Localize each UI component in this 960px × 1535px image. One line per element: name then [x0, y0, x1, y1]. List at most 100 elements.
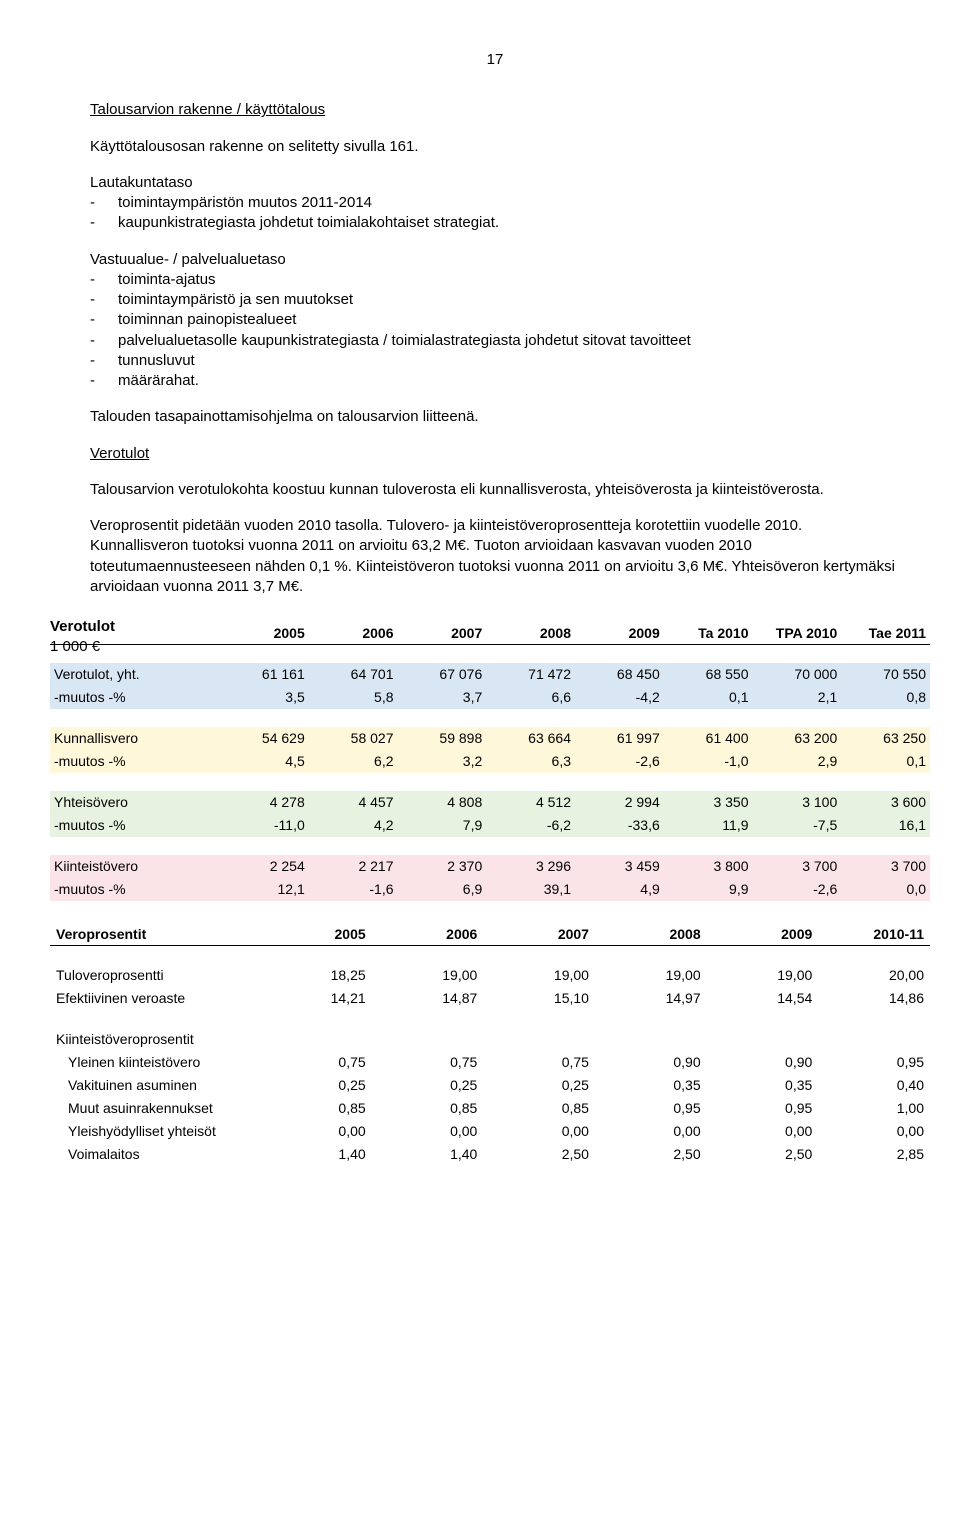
list-item: -palvelualuetasolle kaupunkistrategiasta…: [90, 331, 900, 351]
paragraph-1: Käyttötalousosan rakenne on selitetty si…: [90, 137, 900, 157]
cell: 1,40: [372, 1143, 484, 1166]
cell: 54 629: [220, 727, 309, 750]
cell: 0,25: [483, 1074, 595, 1097]
dash-icon: -: [90, 331, 118, 351]
table-row: -muutos -%-11,04,27,9-6,2-33,611,9-7,516…: [50, 814, 930, 837]
cell: 15,10: [483, 987, 595, 1010]
row-label: Verotulot, yht.: [50, 663, 220, 686]
row-label: Kunnallisvero: [50, 727, 220, 750]
table-header: 2006: [372, 923, 484, 946]
cell: 2,50: [483, 1143, 595, 1166]
cell: 68 550: [664, 663, 753, 686]
cell: 0,75: [260, 1051, 372, 1074]
vastuualue-block: Vastuualue- / palvelualuetaso -toiminta-…: [90, 250, 900, 392]
cell: -4,2: [575, 686, 664, 709]
group-label: Kiinteistöveroprosentit: [50, 1028, 930, 1051]
cell: 1,00: [818, 1097, 930, 1120]
cell: 3 800: [664, 855, 753, 878]
dash-icon: -: [90, 213, 118, 233]
cell: 3,2: [398, 750, 487, 773]
cell: 6,6: [486, 686, 575, 709]
cell: 0,40: [818, 1074, 930, 1097]
dash-icon: -: [90, 351, 118, 371]
cell: -7,5: [753, 814, 842, 837]
cell: 70 000: [753, 663, 842, 686]
list-item: -tunnusluvut: [90, 351, 900, 371]
table-row: Kiinteistövero2 2542 2172 3703 2963 4593…: [50, 855, 930, 878]
paragraph-4: Talouden tasapainottamisohjelma on talou…: [90, 407, 900, 427]
cell: 2 254: [220, 855, 309, 878]
table-row: Muut asuinrakennukset0,850,850,850,950,9…: [50, 1097, 930, 1120]
table-header: 2009: [707, 923, 819, 946]
cell: -2,6: [575, 750, 664, 773]
row-label: Muut asuinrakennukset: [50, 1097, 260, 1120]
cell: 0,85: [483, 1097, 595, 1120]
cell: 4 278: [220, 791, 309, 814]
table-row: Vakituinen asuminen0,250,250,250,350,350…: [50, 1074, 930, 1097]
cell: 12,1: [220, 878, 309, 901]
cell: 6,9: [398, 878, 487, 901]
dash-icon: -: [90, 193, 118, 213]
cell: 59 898: [398, 727, 487, 750]
list-item: -toimintaympäristö ja sen muutokset: [90, 290, 900, 310]
cell: 19,00: [483, 964, 595, 987]
table-row: -muutos -%12,1-1,66,939,14,99,9-2,60,0: [50, 878, 930, 901]
cell: 61 400: [664, 727, 753, 750]
cell: 7,9: [398, 814, 487, 837]
list-item: -määrärahat.: [90, 371, 900, 391]
cell: 0,35: [595, 1074, 707, 1097]
row-label: Yleishyödylliset yhteisöt: [50, 1120, 260, 1143]
cell: 71 472: [486, 663, 575, 686]
cell: 2,50: [595, 1143, 707, 1166]
cell: 4 808: [398, 791, 487, 814]
row-label: Voimalaitos: [50, 1143, 260, 1166]
cell: 6,3: [486, 750, 575, 773]
table-header: 2008: [595, 923, 707, 946]
dash-icon: -: [90, 290, 118, 310]
cell: 3 350: [664, 791, 753, 814]
cell: 20,00: [818, 964, 930, 987]
dash-icon: -: [90, 270, 118, 290]
cell: 0,1: [664, 686, 753, 709]
cell: 3 700: [841, 855, 930, 878]
cell: 0,95: [818, 1051, 930, 1074]
list-item-text: toiminnan painopistealueet: [118, 310, 900, 330]
cell: 14,54: [707, 987, 819, 1010]
row-label: Yleinen kiinteistövero: [50, 1051, 260, 1074]
cell: 61 997: [575, 727, 664, 750]
cell: 2,9: [753, 750, 842, 773]
cell: 63 250: [841, 727, 930, 750]
list-item: -kaupunkistrategiasta johdetut toimialak…: [90, 213, 900, 233]
cell: 58 027: [309, 727, 398, 750]
table-row: Efektiivinen veroaste14,2114,8715,1014,9…: [50, 987, 930, 1010]
verotulot-table: 20052006200720082009Ta 2010TPA 2010Tae 2…: [50, 622, 930, 901]
list-item-text: määrärahat.: [118, 371, 900, 391]
cell: 0,95: [595, 1097, 707, 1120]
cell: 4,2: [309, 814, 398, 837]
table-row: Yleishyödylliset yhteisöt0,000,000,000,0…: [50, 1120, 930, 1143]
cell: -33,6: [575, 814, 664, 837]
cell: 0,25: [260, 1074, 372, 1097]
cell: 0,95: [707, 1097, 819, 1120]
cell: 16,1: [841, 814, 930, 837]
row-label: Vakituinen asuminen: [50, 1074, 260, 1097]
table-header: 2008: [486, 622, 575, 645]
cell: 63 200: [753, 727, 842, 750]
verotulot-table-block: Verotulot 1 000 € 20052006200720082009Ta…: [50, 617, 930, 901]
cell: 4,9: [575, 878, 664, 901]
cell: 3,5: [220, 686, 309, 709]
list-item: -toiminnan painopistealueet: [90, 310, 900, 330]
veroprosentit-title: Veroprosentit: [50, 923, 260, 946]
cell: 0,75: [372, 1051, 484, 1074]
table-header: Ta 2010: [664, 622, 753, 645]
cell: 3,7: [398, 686, 487, 709]
row-sublabel: -muutos -%: [50, 814, 220, 837]
row-label: Yhteisövero: [50, 791, 220, 814]
table-row: Yleinen kiinteistövero0,750,750,750,900,…: [50, 1051, 930, 1074]
cell: 67 076: [398, 663, 487, 686]
row-label: Tuloveroprosentti: [50, 964, 260, 987]
cell: 14,87: [372, 987, 484, 1010]
cell: 0,90: [595, 1051, 707, 1074]
cell: 0,00: [483, 1120, 595, 1143]
paragraph-6: Veroprosentit pidetään vuoden 2010 tasol…: [90, 516, 900, 597]
